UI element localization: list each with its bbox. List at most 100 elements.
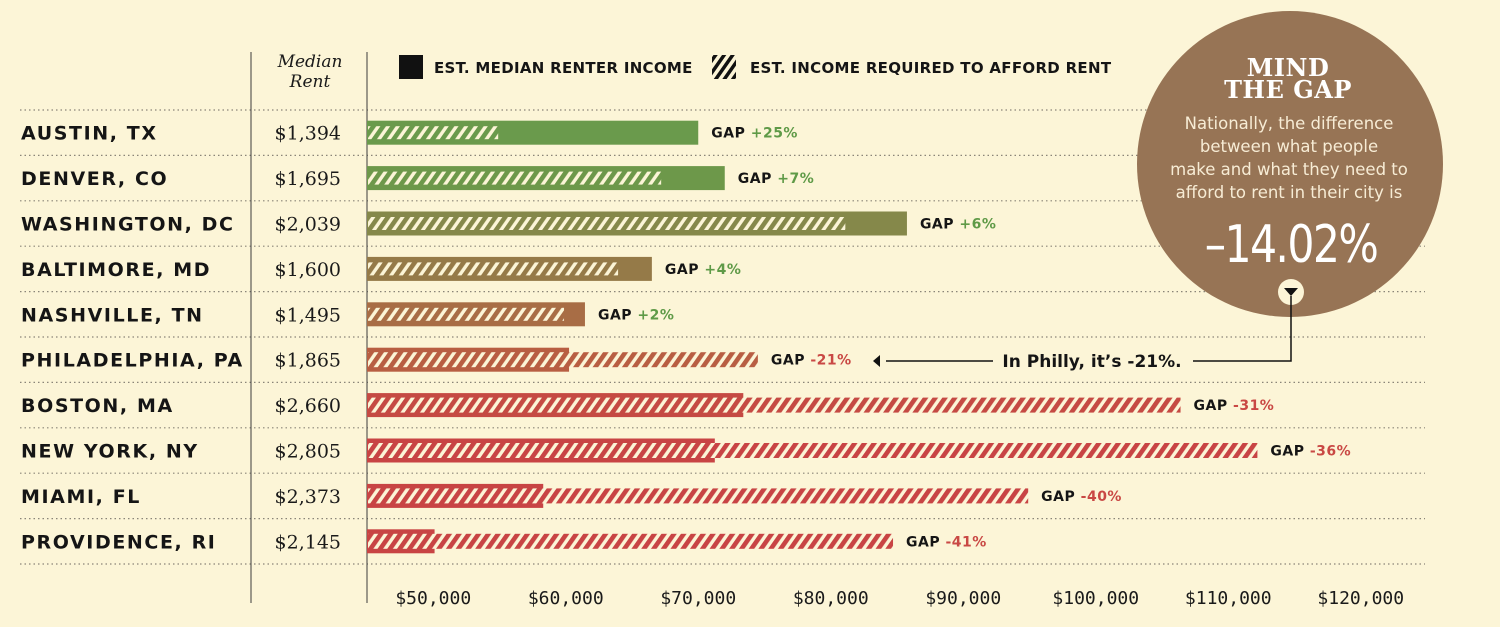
triangle-left-icon [873, 355, 880, 367]
gap-word: GAP [906, 534, 945, 550]
bar-required-income [368, 217, 846, 230]
x-tick-label: $100,000 [1052, 588, 1139, 609]
gap-word: GAP [1041, 489, 1080, 505]
city-label: BOSTON, MA [21, 395, 174, 417]
philly-annotation: In Philly, it’s -21%. [873, 296, 1292, 372]
x-tick-label: $90,000 [925, 588, 1001, 609]
median-rent-value: $2,039 [275, 214, 341, 236]
legend: EST. MEDIAN RENTER INCOME EST. INCOME RE… [399, 55, 1112, 79]
chart-row: AUSTIN, TX $1,394 GAP +25% [21, 120, 798, 145]
callout-body-line-3: make and what they need to [1170, 160, 1408, 179]
x-tick-label: $110,000 [1185, 588, 1272, 609]
gap-word: GAP [711, 126, 750, 142]
gap-label: GAP +4% [665, 262, 741, 278]
rent-header-line-1: Median [277, 52, 343, 72]
gap-value: +2% [637, 307, 674, 323]
gap-word: GAP [665, 262, 704, 278]
chart-row: NASHVILLE, TN $1,495 GAP +2% [21, 302, 674, 327]
gap-label: GAP -36% [1270, 444, 1351, 460]
median-rent-value: $1,394 [275, 123, 341, 145]
city-label: DENVER, CO [21, 168, 168, 190]
callout-body-line-4: afford to rent in their city is [1176, 183, 1403, 202]
gap-label: GAP -41% [906, 534, 987, 550]
chart-rows: AUSTIN, TX $1,394 GAP +25% DENVER, CO $1,695… [21, 120, 1351, 554]
gap-label: GAP -40% [1041, 489, 1122, 505]
legend-label-required: EST. INCOME REQUIRED TO AFFORD RENT [750, 59, 1112, 77]
annotation-text: In Philly, it’s -21%. [1002, 352, 1181, 372]
bar-required-income [368, 397, 1181, 413]
x-tick-label: $80,000 [793, 588, 869, 609]
bar-required-income [368, 262, 619, 276]
gap-value: +4% [704, 262, 741, 278]
gap-word: GAP [920, 217, 959, 233]
chart-row: BALTIMORE, MD $1,600 GAP +4% [21, 256, 741, 281]
gap-word: GAP [738, 171, 777, 187]
gap-value: -36% [1310, 444, 1351, 460]
bar-required-income [368, 307, 565, 321]
legend-label-income: EST. MEDIAN RENTER INCOME [434, 59, 693, 77]
gap-word: GAP [598, 307, 637, 323]
callout-title-line-1: MIND [1247, 53, 1330, 82]
chart-row: MIAMI, FL $2,373 GAP -40% [21, 483, 1122, 508]
x-tick-label: $120,000 [1317, 588, 1404, 609]
gap-value: +6% [959, 217, 996, 233]
legend-swatch-hatched [712, 55, 736, 79]
callout-body-line-1: Nationally, the difference [1185, 114, 1394, 133]
x-tick-label: $60,000 [528, 588, 604, 609]
median-rent-value: $2,145 [275, 531, 341, 553]
gap-word: GAP [771, 353, 810, 369]
callout-national-gap-value: –14.02% [1205, 215, 1377, 275]
gap-word: GAP [1270, 444, 1309, 460]
bar-required-income [368, 533, 894, 549]
city-label: PROVIDENCE, RI [21, 531, 216, 553]
bar-required-income [368, 171, 662, 185]
callout-circle [1137, 11, 1443, 317]
median-rent-value: $1,695 [275, 168, 341, 190]
city-label: PHILADELPHIA, PA [21, 350, 244, 372]
gap-label: GAP +2% [598, 307, 674, 323]
callout-title-line-2: THE GAP [1224, 75, 1352, 104]
bar-required-income [368, 126, 499, 140]
bar-required-income [368, 488, 1029, 504]
median-rent-value: $1,865 [275, 350, 341, 372]
chart-row: PROVIDENCE, RI $2,145 GAP -41% [21, 529, 987, 554]
triangle-down-icon [1284, 288, 1298, 296]
bar-required-income [368, 443, 1258, 458]
chart-row: BOSTON, MA $2,660 GAP -31% [21, 393, 1275, 418]
median-rent-value: $2,373 [275, 486, 341, 508]
mind-the-gap-callout: MIND THE GAP Nationally, the difference … [1137, 11, 1443, 317]
annotation-connector-line [1193, 296, 1292, 362]
chart-row: WASHINGTON, DC $2,039 GAP +6% [21, 211, 996, 236]
gap-label: GAP -21% [771, 353, 852, 369]
gap-value: +7% [777, 171, 814, 187]
gap-label: GAP +6% [920, 217, 996, 233]
median-rent-value: $1,495 [275, 304, 341, 326]
legend-swatch-solid [399, 55, 423, 79]
city-label: BALTIMORE, MD [21, 259, 211, 281]
chart-row: NEW YORK, NY $2,805 GAP -36% [21, 438, 1351, 463]
row-dividers [20, 109, 1425, 565]
city-label: NEW YORK, NY [21, 441, 199, 463]
median-rent-value: $1,600 [275, 259, 341, 281]
median-rent-value: $2,805 [275, 441, 341, 463]
x-tick-label: $50,000 [395, 588, 471, 609]
x-tick-label: $70,000 [660, 588, 736, 609]
chart-row: DENVER, CO $1,695 GAP +7% [21, 166, 814, 191]
gap-label: GAP +25% [711, 126, 798, 142]
gap-label: GAP +7% [738, 171, 814, 187]
gap-value: +25% [751, 126, 798, 142]
x-axis-ticks: $50,000 $60,000 $70,000 $80,000 $90,000 $100,… [395, 588, 1404, 609]
gap-word: GAP [1194, 398, 1233, 414]
bar-required-income [368, 352, 758, 368]
gap-value: -21% [810, 353, 851, 369]
gap-value: -40% [1081, 489, 1122, 505]
rent-header-line-2: Rent [289, 72, 331, 92]
gap-label: GAP -31% [1194, 398, 1275, 414]
city-label: WASHINGTON, DC [21, 214, 235, 236]
city-label: NASHVILLE, TN [21, 304, 204, 326]
gap-value: -31% [1233, 398, 1274, 414]
city-label: MIAMI, FL [21, 486, 141, 508]
gap-value: -41% [945, 534, 986, 550]
chart-row: PHILADELPHIA, PA $1,865 GAP -21% [21, 347, 852, 372]
